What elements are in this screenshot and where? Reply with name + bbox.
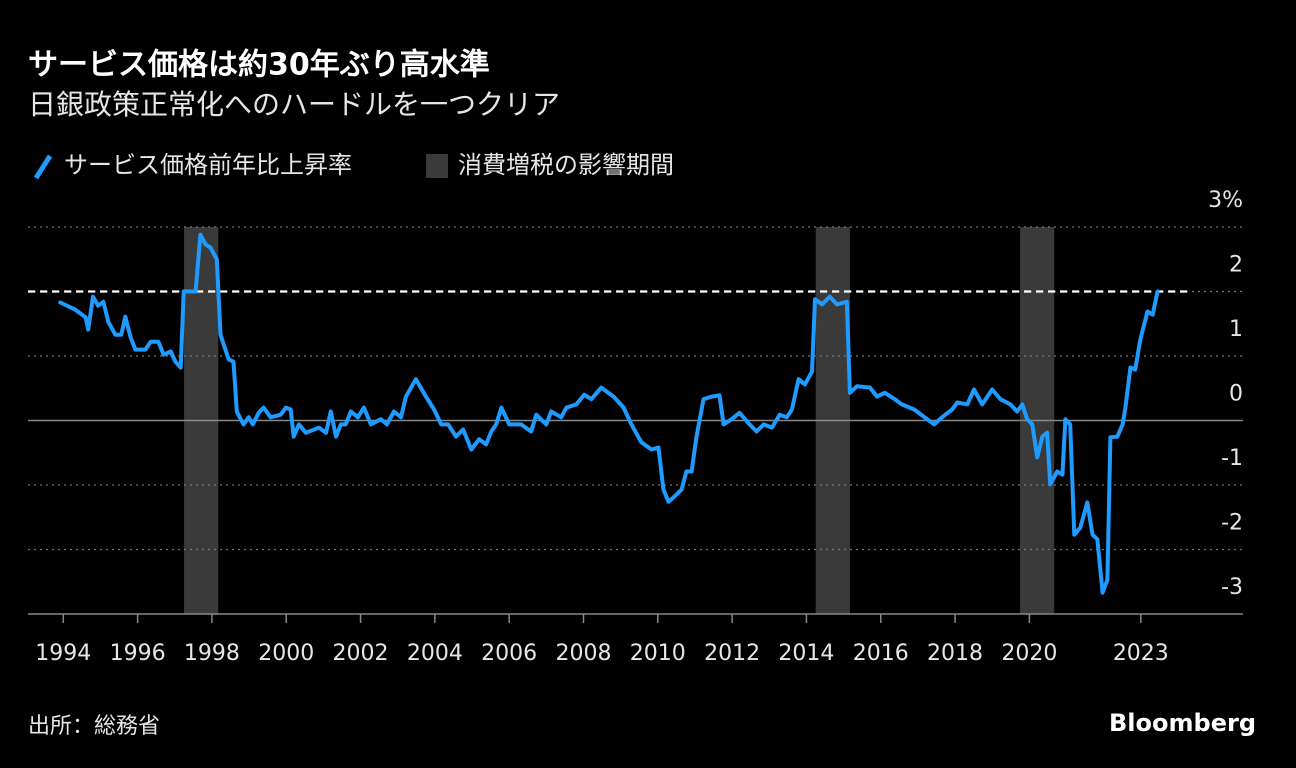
- y-tick-label: 1: [1229, 317, 1243, 342]
- y-tick-label: -3: [1221, 575, 1243, 600]
- chart-title: サービス価格は約30年ぶり高水準: [28, 48, 490, 83]
- y-tick-label: -1: [1221, 446, 1243, 471]
- legend-line-icon: [33, 154, 53, 180]
- x-tick-label: 1994: [35, 641, 91, 666]
- x-tick-label: 2008: [555, 641, 611, 666]
- x-tick-label: 2006: [481, 641, 537, 666]
- chart-subtitle: 日銀政策正常化へのハードルを一つクリア: [28, 88, 560, 121]
- x-tick-label: 2020: [1001, 641, 1057, 666]
- y-tick-label: 2: [1229, 253, 1243, 278]
- x-tick-label: 2004: [407, 641, 463, 666]
- y-tick-label: -2: [1221, 511, 1243, 536]
- legend-label: サービス価格前年比上昇率: [64, 151, 352, 179]
- legend-label: 消費増税の影響期間: [458, 151, 674, 179]
- brand: Bloomberg: [1109, 709, 1256, 737]
- x-tick-label: 2014: [778, 641, 834, 666]
- y-tick-label: 3%: [1208, 188, 1243, 213]
- x-tick-label: 2000: [258, 641, 314, 666]
- source: 出所：総務省: [28, 714, 160, 739]
- y-tick-label: 0: [1229, 382, 1243, 407]
- x-tick-label: 2016: [853, 641, 909, 666]
- x-tick-label: 2018: [927, 641, 983, 666]
- x-tick-label: 2012: [704, 641, 760, 666]
- x-tick-label: 1996: [110, 641, 166, 666]
- data-line: [58, 232, 1160, 595]
- legend-shade-icon: [426, 154, 448, 178]
- x-tick-label: 1998: [184, 641, 240, 666]
- x-tick-label: 2002: [333, 641, 389, 666]
- x-tick-label: 2010: [630, 641, 686, 666]
- x-tick-label: 2023: [1113, 641, 1169, 666]
